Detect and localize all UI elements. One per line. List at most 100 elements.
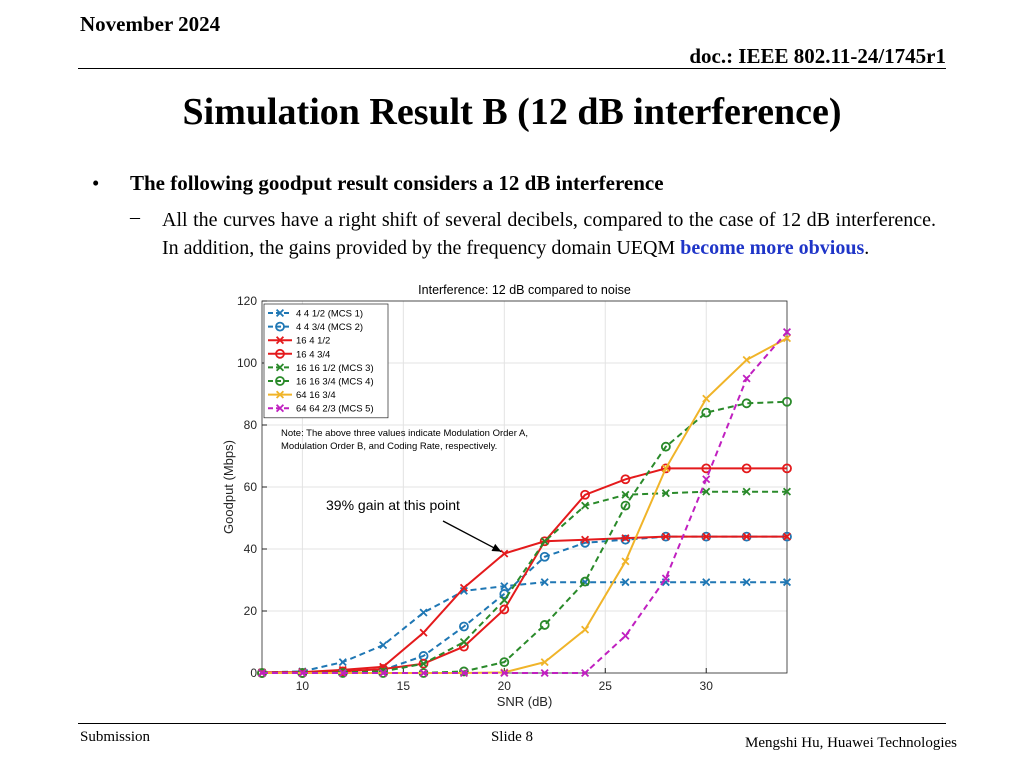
header-rule [78,68,946,69]
footer-submission: Submission [80,729,151,745]
data-point-series-8 [661,574,670,583]
sub-bullet-highlight: become more obvious [680,237,865,259]
legend-marker-5 [275,363,285,372]
data-point-series-3 [661,532,670,541]
series-line-1 [261,581,787,674]
data-point-series-5 [459,637,468,647]
legend-marker-4 [275,348,285,359]
data-point-series-4 [580,489,590,500]
data-point-series-4 [499,604,510,615]
data-point-series-4 [701,463,712,474]
data-point-series-5 [742,487,751,496]
legend-label-7: 64 16 3/4 [296,390,336,401]
x-tick-label: 10 [296,679,310,693]
data-point-series-6 [499,657,510,668]
slide-title: Simulation Result B (12 dB interference) [182,91,842,133]
x-tick-label: 20 [498,679,512,693]
legend-marker-2 [275,321,285,332]
data-point-series-2 [620,534,631,545]
data-point-series-8 [257,668,267,678]
series-line-8 [262,331,788,674]
annotation-arrow-head [491,543,502,552]
data-point-series-6 [539,620,550,630]
data-point-series-6 [741,398,752,409]
sub-bullet-marker: – [130,206,140,228]
data-point-series-5 [419,659,428,668]
data-point-series-6 [459,666,469,677]
data-point-series-8 [419,668,428,678]
data-point-series-8 [500,668,509,678]
series-line-5 [262,490,787,674]
data-point-series-1 [379,641,388,650]
sub-bullet-end: . [864,237,870,259]
data-point-series-8 [702,475,711,484]
data-point-series-3 [621,534,630,543]
chart-note-line-1: Note: The above three values indicate Mo… [281,428,528,439]
data-point-series-8 [540,668,549,678]
data-point-series-1 [782,578,792,587]
bullet-item: • The following goodput result considers … [92,171,664,196]
x-tick-label: 30 [700,679,714,693]
y-tick-label: 80 [244,418,258,432]
annotation-arrow-line [442,520,502,553]
legend-marker-3 [275,336,285,345]
sub-bullet-text: All the curves have a right shift of sev… [162,206,936,262]
y-tick-label: 40 [244,542,258,556]
data-point-series-1 [540,578,549,587]
legend-label-4: 16 4 3/4 [296,349,330,360]
data-point-series-7 [702,394,711,403]
data-point-series-6 [580,576,590,587]
bullet-marker: • [92,171,100,195]
x-axis-label: SNR (dB) [497,694,553,709]
data-point-series-5 [581,501,590,510]
legend-marker-8 [275,404,285,413]
data-point-series-7 [661,464,670,473]
data-point-series-5 [621,490,630,499]
legend-label-5: 16 16 1/2 (MCS 3) [296,363,374,374]
data-point-series-8 [621,631,630,640]
data-point-series-5 [500,596,509,605]
data-point-series-7 [540,658,549,667]
data-point-series-3 [459,583,468,592]
data-point-series-8 [459,668,468,678]
y-tick-label: 100 [237,356,257,370]
footer-author: Mengshi Hu, Huawei Technologies [745,735,957,751]
data-point-series-3 [500,549,509,558]
data-point-series-1 [702,578,711,587]
header-date: November 2024 [80,12,221,36]
data-point-series-8 [379,668,388,678]
data-point-series-7 [581,625,590,634]
data-point-series-7 [742,355,751,364]
data-point-series-4 [782,463,792,474]
data-point-series-1 [621,578,630,587]
legend-label-3: 16 4 1/2 [296,336,330,347]
data-point-series-6 [701,407,712,418]
data-point-series-6 [782,396,792,407]
sub-bullet-body: All the curves have a right shift of sev… [162,209,936,259]
data-point-series-8 [742,374,751,383]
y-tick-label: 0 [250,666,257,680]
y-tick-label: 60 [244,480,258,494]
data-point-series-1 [419,608,428,617]
data-point-series-3 [782,532,792,541]
data-point-series-3 [419,628,428,637]
data-point-series-4 [660,463,671,474]
data-point-series-7 [621,557,630,566]
data-point-series-1 [338,658,347,667]
data-point-series-6 [620,500,631,511]
series-line-3 [261,535,787,674]
goodput-chart: 10 15 20 25 30 0 20 40 60 80 100 120 Interference: 1… [221,283,792,709]
data-point-series-5 [540,537,549,546]
legend-label-8: 64 64 2/3 (MCS 5) [296,404,374,415]
annotation-text: 39% gain at this point [326,497,460,513]
data-point-series-8 [581,668,590,678]
data-point-series-5 [661,489,670,498]
data-point-series-2 [539,551,550,562]
data-point-series-5 [702,487,711,496]
x-tick-label: 15 [397,679,411,693]
data-point-series-4 [418,658,429,669]
y-tick-label: 20 [244,604,258,618]
x-tick-label: 25 [599,679,613,693]
data-point-series-8 [338,668,347,678]
data-point-series-4 [620,474,631,485]
